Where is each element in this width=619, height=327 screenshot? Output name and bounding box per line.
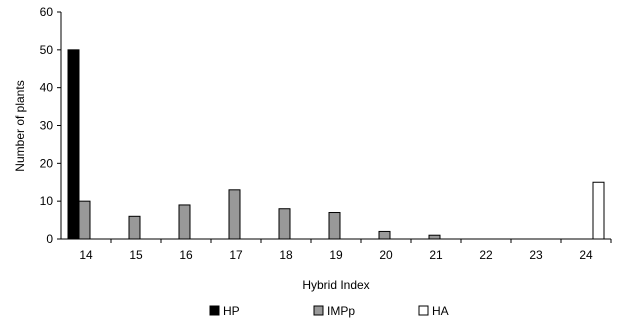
bar-impp-14 — [78, 200, 91, 240]
y-tick-label: 20 — [40, 156, 54, 170]
legend-swatch-ha — [418, 305, 429, 316]
bar-impp-15 — [128, 215, 141, 240]
y-axis: 0 10 20 30 40 50 60 — [40, 5, 62, 246]
x-tick-label: 18 — [279, 248, 293, 262]
legend-label-ha: HA — [432, 304, 449, 318]
bar-impp-16 — [178, 204, 191, 240]
bar-impp-18 — [278, 208, 291, 240]
x-tick-label: 22 — [479, 248, 493, 262]
y-tick-label: 0 — [46, 232, 53, 246]
bars — [67, 49, 605, 240]
y-axis-title: Number of plants — [13, 80, 27, 171]
y-tick-label: 60 — [40, 5, 54, 19]
x-axis: 14 15 16 17 18 19 20 21 22 23 24 — [61, 238, 612, 262]
bar-impp-19 — [328, 212, 341, 240]
y-tick-label: 40 — [40, 81, 54, 95]
x-axis-title: Hybrid Index — [302, 278, 369, 292]
x-tick-label: 16 — [179, 248, 193, 262]
bar-impp-20 — [378, 230, 391, 240]
legend-label-hp: HP — [223, 304, 240, 318]
y-tick-label: 10 — [40, 194, 54, 208]
legend-swatch-impp — [313, 305, 324, 316]
y-tick-label: 50 — [40, 43, 54, 57]
x-tick-label: 21 — [429, 248, 443, 262]
x-tick-label: 19 — [329, 248, 343, 262]
y-tick-label: 30 — [40, 119, 54, 133]
legend: HP IMPp HA — [209, 304, 449, 318]
bar-ha-24 — [592, 181, 605, 240]
x-tick-label: 14 — [79, 248, 93, 262]
x-tick-label: 20 — [379, 248, 393, 262]
bar-impp-21 — [428, 234, 441, 240]
bar-hp-14 — [67, 49, 80, 240]
x-tick-label: 24 — [579, 248, 593, 262]
bar-impp-17 — [228, 189, 241, 240]
x-tick-label: 17 — [229, 248, 243, 262]
x-tick-label: 23 — [529, 248, 543, 262]
x-tick-label: 15 — [129, 248, 143, 262]
legend-swatch-hp — [209, 305, 220, 316]
legend-label-impp: IMPp — [327, 304, 355, 318]
